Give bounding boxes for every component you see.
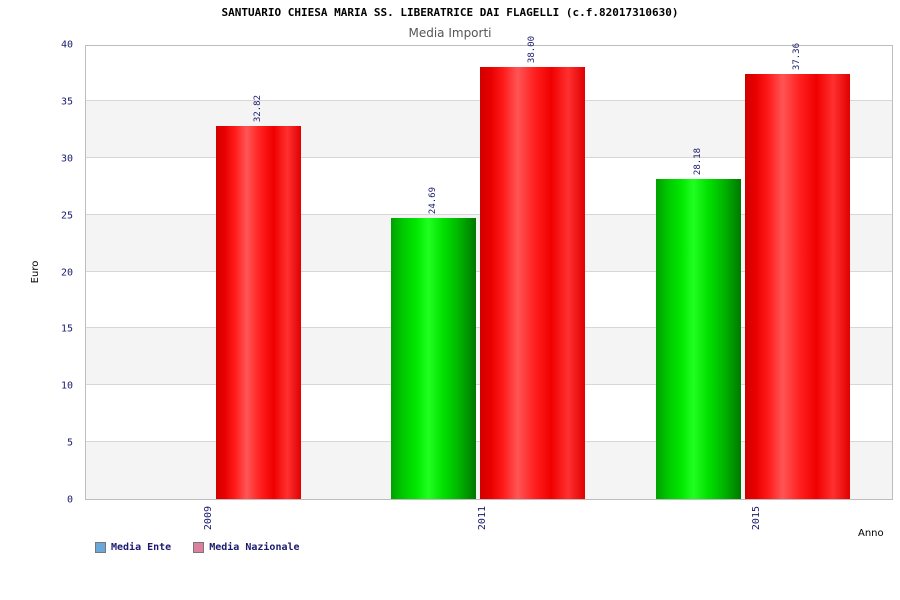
legend-item-media-ente[interactable]: Media Ente [95, 542, 171, 553]
legend-swatch-icon-media-ente [95, 542, 106, 553]
ytick-20: 20 [60, 267, 73, 278]
plot-area: 32.82 24.69 38.00 28.18 37.36 [85, 36, 893, 500]
bar-media-nazionale-2009[interactable] [216, 125, 301, 499]
ytick-5: 5 [66, 437, 73, 449]
xtick-2011: 2011 [477, 506, 488, 531]
legend-label-media-ente: Media Ente [111, 542, 172, 553]
ytick-0: 0 [66, 494, 73, 506]
xtick-2015: 2015 [751, 506, 762, 531]
ytick-35: 35 [60, 96, 73, 108]
x-axis-label: Anno [858, 528, 884, 539]
bar-value-nazionale-2011: 38.00 [527, 35, 537, 63]
xtick-2009: 2009 [203, 506, 214, 531]
ytick-15: 15 [60, 323, 73, 335]
bar-media-nazionale-2011[interactable] [480, 66, 585, 499]
ytick-40: 40 [60, 39, 73, 51]
ytick-25: 25 [60, 210, 73, 222]
ytick-30: 30 [60, 153, 73, 165]
bar-media-nazionale-2015[interactable] [745, 74, 850, 499]
chart-subtitle: Media Importi [408, 26, 492, 40]
legend: Media Ente Media Nazionale [95, 542, 316, 553]
bar-value-ente-2015: 28.18 [693, 147, 703, 175]
legend-swatch-icon-media-nazionale [193, 542, 205, 553]
bar-value-nazionale-2009: 32.82 [253, 94, 263, 122]
bar-value-ente-2011: 24.69 [428, 186, 438, 214]
legend-item-media-nazionale[interactable]: Media Nazionale [193, 542, 300, 553]
ytick-10: 10 [60, 380, 73, 392]
bar-media-ente-2015[interactable] [656, 178, 741, 499]
legend-label-media-nazionale: Media Nazionale [209, 542, 300, 553]
bar-media-ente-2011[interactable] [391, 218, 476, 499]
y-axis-label: Euro [30, 260, 41, 284]
bar-value-nazionale-2015: 37.36 [792, 42, 802, 70]
page-title: SANTUARIO CHIESA MARIA SS. LIBERATRICE D… [221, 6, 679, 19]
